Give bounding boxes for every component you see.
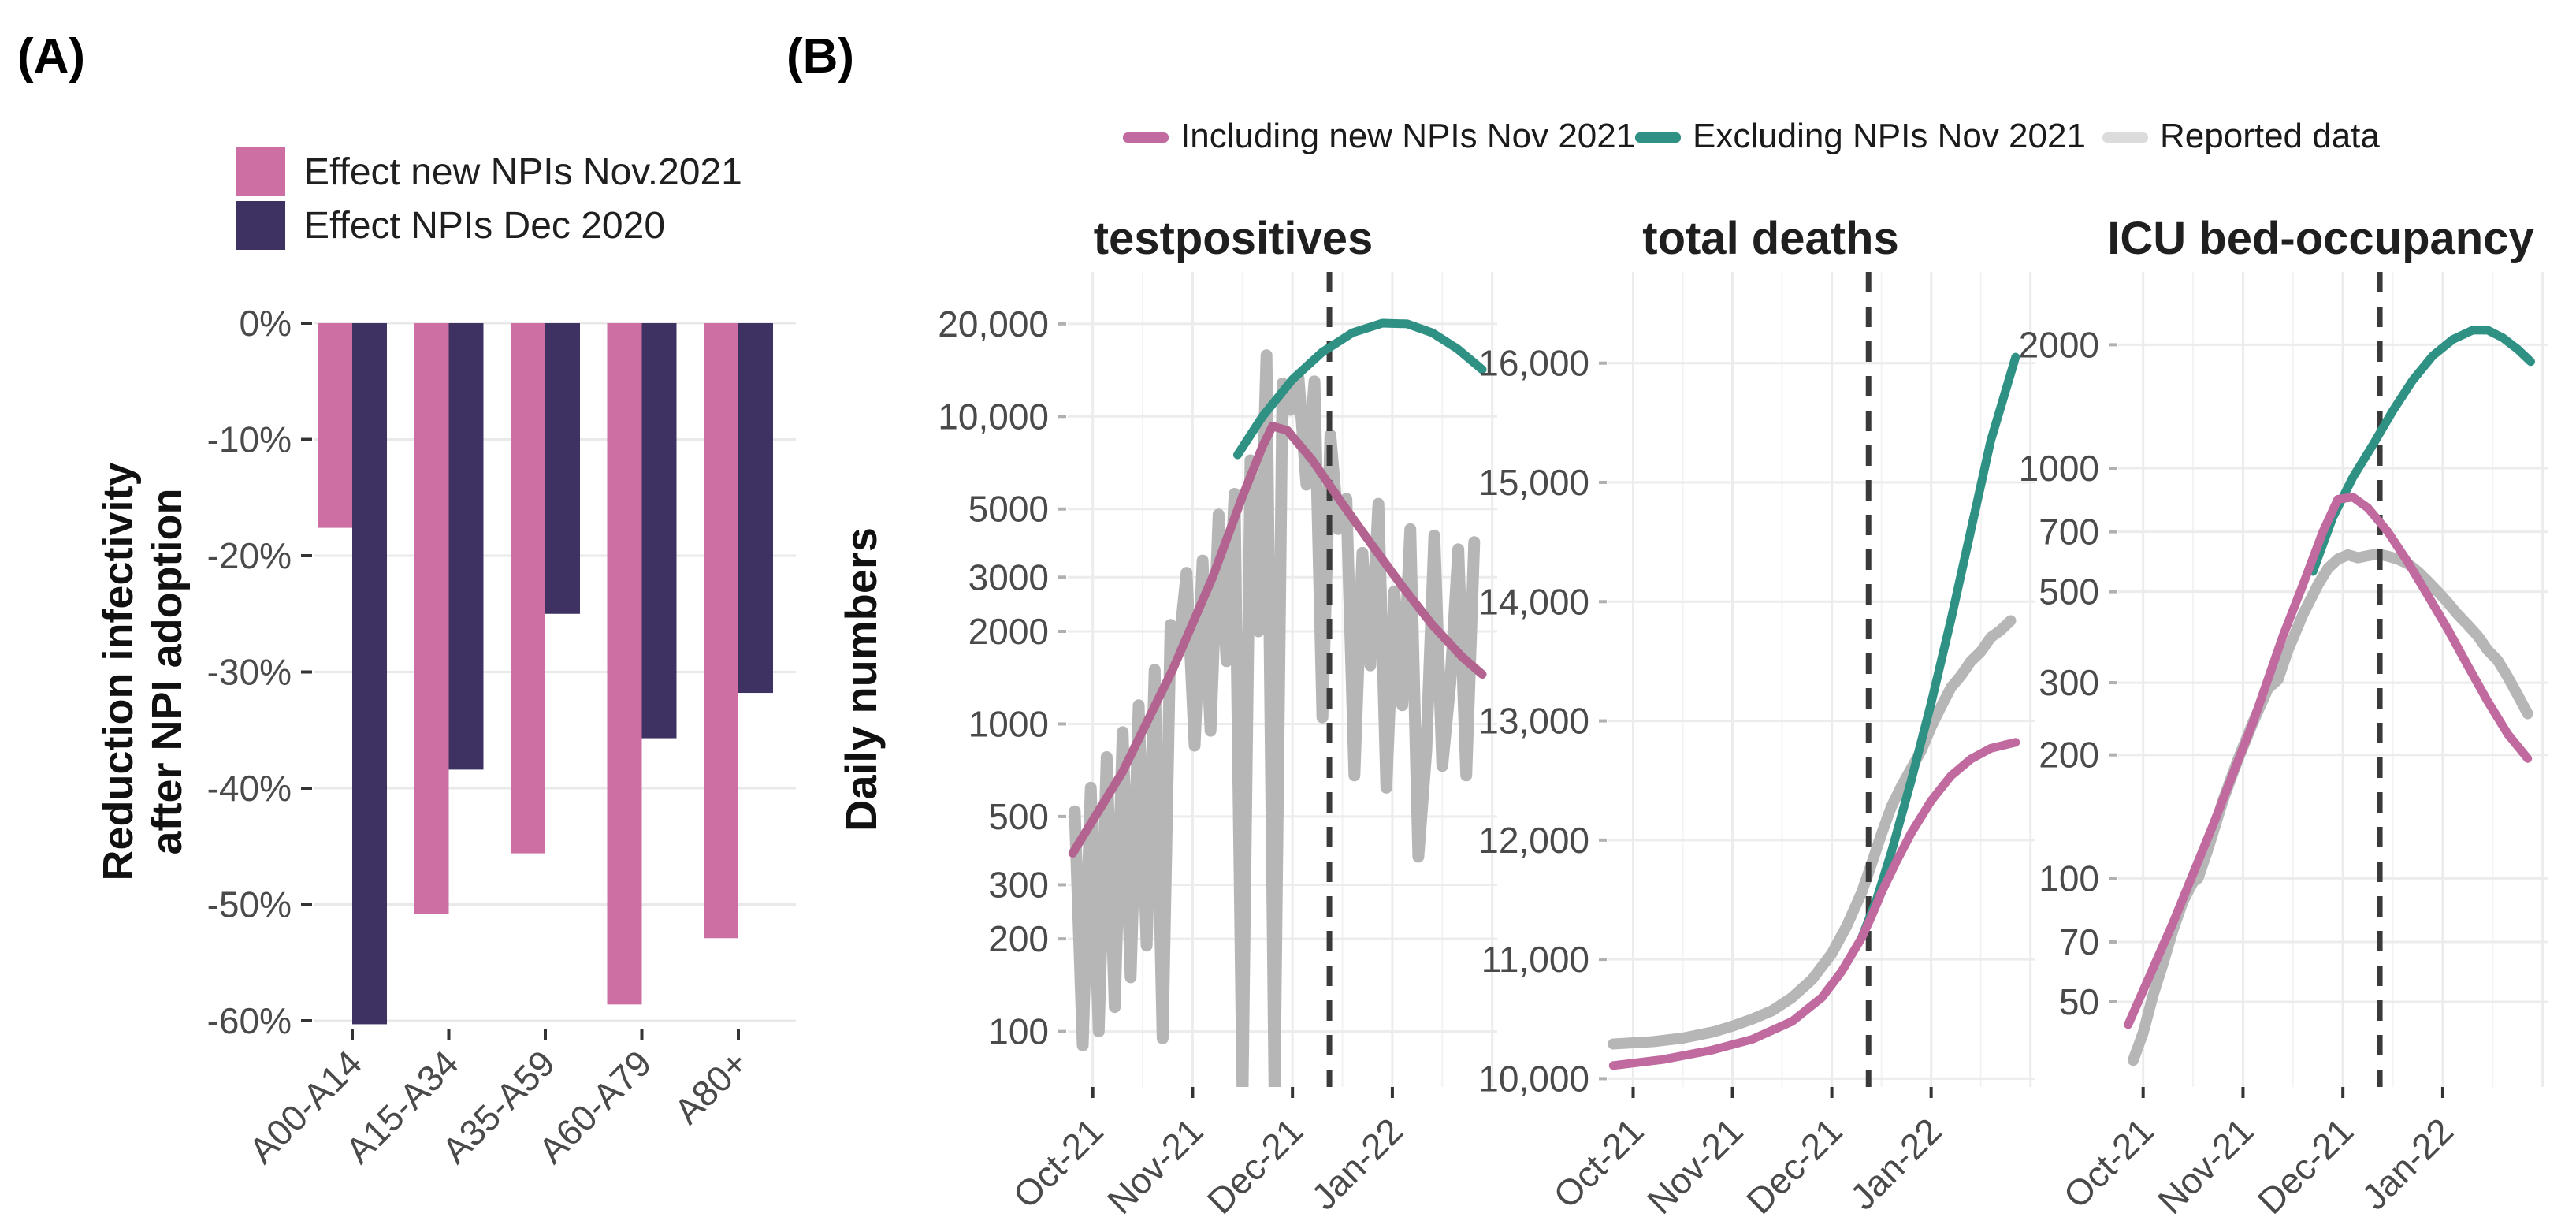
y-tick-label: 100: [988, 1011, 1049, 1052]
subplot-title: total deaths: [1642, 213, 1899, 264]
x-tick-label: Dec-21: [1738, 1110, 1850, 1222]
panel-a-y-axis-title: Reduction infectivity: [95, 462, 142, 880]
y-tick-label: 10,000: [1478, 1058, 1589, 1099]
reported-data-line: [1069, 349, 1481, 1087]
including-npis-line: [1608, 738, 2020, 1070]
bar-old-npis: [352, 323, 387, 1025]
y-tick-label: 70: [2059, 921, 2099, 962]
y-tick-label: 15,000: [1478, 462, 1589, 503]
panel-b-y-axis-title: Daily numbers: [836, 527, 886, 832]
y-tick-label: 300: [988, 864, 1049, 905]
legend-item: Effect NPIs Dec 2020: [236, 200, 742, 251]
panel-a-label: (A): [17, 29, 86, 84]
y-tick-label: -50%: [207, 884, 292, 925]
y-tick-label: -60%: [207, 1000, 292, 1041]
y-tick-label: -10%: [207, 419, 292, 460]
pink-line-swatch-icon: [1123, 132, 1169, 143]
legend-item: Effect new NPIs Nov.2021: [236, 147, 742, 197]
bar-old-npis: [545, 323, 580, 614]
y-tick-label: 50: [2059, 981, 2099, 1022]
x-tick-label: Oct-21: [2055, 1110, 2161, 1215]
y-tick-label: 12,000: [1478, 820, 1589, 861]
x-tick-label: Jan-22: [1303, 1110, 1411, 1217]
including-npis-line: [1068, 422, 1487, 858]
x-tick-label: A80+: [666, 1042, 756, 1132]
x-tick-label: Jan-22: [2354, 1110, 2461, 1217]
bar-old-npis: [641, 323, 677, 739]
y-tick-label: 11,000: [1481, 939, 1589, 980]
y-tick-label: 10,000: [938, 396, 1049, 437]
bar-old-npis: [738, 323, 773, 694]
including-npis-line: [2124, 493, 2533, 1029]
y-tick-label: 500: [988, 796, 1049, 837]
x-tick-label: Dec-21: [2250, 1110, 2362, 1222]
pink-bar-swatch-icon: [236, 147, 285, 196]
y-tick-label: 200: [2039, 735, 2099, 776]
bar-new-npis: [704, 323, 738, 939]
legend-label: Reported data: [2160, 117, 2380, 155]
bar-new-npis: [511, 323, 545, 854]
legend-label: Excluding NPIs Nov 2021: [1693, 117, 2086, 155]
y-tick-label: 5000: [968, 489, 1049, 530]
bar-old-npis: [448, 323, 484, 770]
bar-new-npis: [318, 323, 352, 528]
y-tick-label: -40%: [207, 768, 292, 809]
y-tick-label: -20%: [207, 535, 292, 576]
legend-label: Effect new NPIs Nov.2021: [304, 151, 742, 193]
panel-b-chart-0: 20,000 10,000 5000 3000 2000 1000 500 300 200 100…: [938, 213, 1497, 1222]
x-tick-label: Oct-21: [1005, 1110, 1110, 1215]
panel-a-chart: 0%-10%-20%-30%-40%-50%-60%A00-A14A15-A34…: [95, 303, 796, 1171]
purple-bar-swatch-icon: [236, 201, 285, 250]
y-tick-label: 14,000: [1478, 581, 1589, 622]
gray-line-swatch-icon: [2102, 132, 2148, 143]
y-tick-label: 700: [2039, 512, 2099, 553]
y-tick-label: 20,000: [938, 303, 1049, 344]
panel-a-y-axis-title: after NPI adoption: [143, 488, 191, 854]
bar-new-npis: [607, 323, 642, 1005]
subplot-title: testpositives: [1094, 213, 1373, 264]
panel-b-label: (B): [786, 29, 855, 84]
y-tick-label: 16,000: [1478, 343, 1589, 384]
teal-line-swatch-icon: [1635, 132, 1681, 143]
x-tick-label: Nov-21: [1099, 1110, 1211, 1222]
excluding-npis-line: [1233, 318, 1487, 460]
y-tick-label: 100: [2039, 858, 2099, 899]
x-tick-label: Nov-21: [1639, 1110, 1751, 1222]
legend-item: Excluding NPIs Nov 2021: [1635, 117, 2086, 161]
excluding-npis-line: [1857, 352, 2020, 943]
panel-a-legend: Effect new NPIs Nov.2021 Effect NPIs Dec…: [236, 147, 742, 251]
legend-item: Including new NPIs Nov 2021: [1123, 117, 1635, 161]
y-tick-label: 1000: [968, 703, 1049, 744]
y-tick-label: 200: [988, 918, 1049, 959]
y-tick-label: 13,000: [1478, 701, 1589, 742]
reported-data-line: [1608, 615, 2017, 1050]
panel-b-chart-1: 16,000 15,000 14,000 13,000 12,000 11,000 10,0…: [1478, 213, 2035, 1222]
y-tick-label: 2000: [968, 611, 1049, 652]
excluding-npis-line: [2308, 326, 2535, 576]
y-tick-label: -30%: [207, 652, 292, 693]
y-tick-label: 0%: [240, 303, 292, 344]
legend-label: Effect NPIs Dec 2020: [304, 204, 666, 247]
x-tick-label: Jan-22: [1842, 1110, 1949, 1217]
y-tick-label: 500: [2039, 571, 2099, 612]
x-tick-label: Dec-21: [1199, 1110, 1311, 1222]
x-tick-label: Nov-21: [2150, 1110, 2262, 1222]
x-tick-label: Oct-21: [1545, 1110, 1651, 1215]
y-tick-label: 1000: [2019, 448, 2099, 489]
y-tick-label: 3000: [968, 556, 1049, 597]
y-tick-label: 300: [2039, 662, 2099, 703]
y-tick-label: 2000: [2019, 324, 2099, 365]
bar-new-npis: [414, 323, 449, 914]
legend-label: Including new NPIs Nov 2021: [1180, 117, 1636, 155]
subplot-title: ICU bed-occupancy: [2107, 213, 2533, 264]
panel-b-chart-2: 2000 1000 700 500 300 200 100 70 50 Oct-21Nov-21D…: [2019, 213, 2548, 1222]
legend-item: Reported data: [2102, 117, 2418, 161]
